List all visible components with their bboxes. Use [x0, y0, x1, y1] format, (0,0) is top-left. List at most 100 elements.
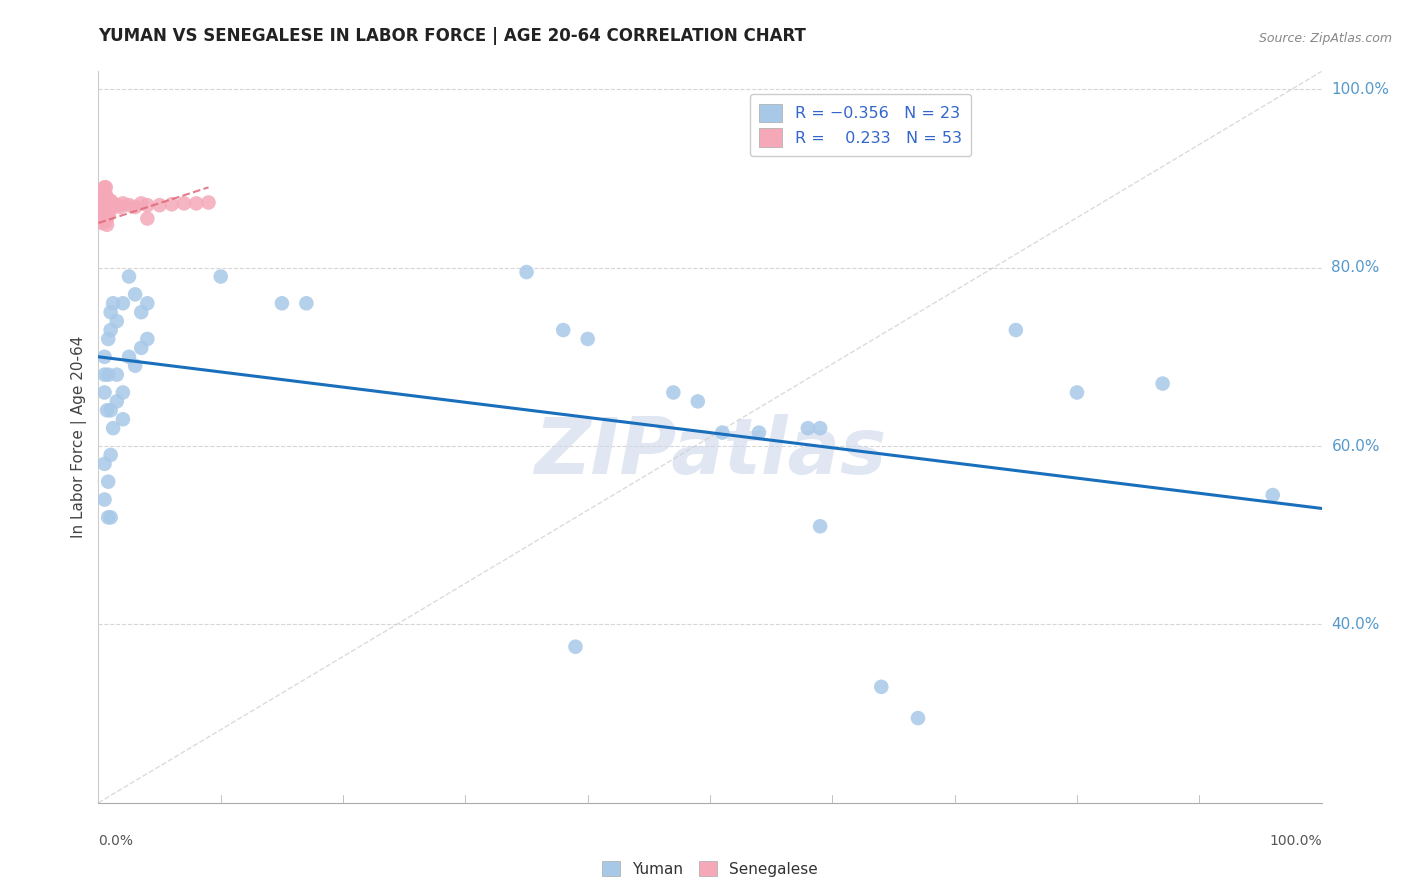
Point [797, 421, 820, 435]
Text: 40.0%: 40.0% [1331, 617, 1379, 632]
Text: Source: ZipAtlas.com: Source: ZipAtlas.com [1258, 31, 1392, 45]
Point [118, 350, 141, 364]
Point [118, 198, 141, 212]
Point [97, 207, 120, 221]
Point [94, 180, 117, 194]
Point [295, 296, 318, 310]
Y-axis label: In Labor Force | Age 20-64: In Labor Force | Age 20-64 [72, 336, 87, 538]
Point [124, 200, 146, 214]
Point [160, 197, 183, 211]
Point [91, 211, 114, 226]
Point [686, 394, 709, 409]
Point [209, 269, 232, 284]
Point [93, 207, 115, 221]
Point [91, 198, 114, 212]
Point [136, 296, 159, 310]
Point [101, 296, 124, 310]
Point [110, 200, 132, 214]
Point [97, 194, 120, 208]
Point [186, 196, 208, 211]
Point [91, 207, 114, 221]
Point [91, 216, 114, 230]
Point [105, 368, 128, 382]
Text: 0.0%: 0.0% [98, 834, 134, 848]
Point [136, 211, 159, 226]
Point [93, 211, 115, 226]
Point [93, 187, 115, 202]
Point [197, 195, 219, 210]
Point [149, 198, 172, 212]
Point [97, 332, 120, 346]
Point [91, 189, 114, 203]
Point [173, 196, 195, 211]
Point [870, 680, 893, 694]
Point [91, 210, 114, 224]
Point [93, 180, 115, 194]
Point [1152, 376, 1174, 391]
Point [96, 204, 118, 219]
Point [97, 475, 120, 489]
Point [91, 214, 114, 228]
Point [101, 421, 124, 435]
Point [100, 448, 122, 462]
Point [98, 198, 121, 212]
Point [105, 394, 128, 409]
Point [97, 368, 120, 382]
Legend: Yuman, Senegalese: Yuman, Senegalese [596, 855, 824, 883]
Point [1066, 385, 1088, 400]
Point [136, 198, 159, 212]
Point [94, 214, 117, 228]
Point [124, 287, 146, 301]
Point [96, 198, 118, 212]
Point [1261, 488, 1284, 502]
Point [105, 198, 128, 212]
Point [129, 305, 152, 319]
Point [100, 510, 122, 524]
Point [101, 196, 124, 211]
Point [111, 385, 134, 400]
Point [111, 196, 134, 211]
Point [100, 305, 122, 319]
Point [100, 201, 122, 215]
Point [91, 200, 114, 214]
Point [94, 187, 117, 202]
Point [136, 332, 159, 346]
Point [94, 200, 117, 214]
Point [91, 185, 114, 199]
Point [96, 403, 118, 417]
Point [96, 191, 118, 205]
Point [907, 711, 929, 725]
Point [93, 457, 115, 471]
Point [118, 269, 141, 284]
Point [96, 218, 118, 232]
Text: 100.0%: 100.0% [1331, 82, 1389, 96]
Point [93, 198, 115, 212]
Point [91, 191, 114, 205]
Text: 80.0%: 80.0% [1331, 260, 1379, 275]
Point [1004, 323, 1026, 337]
Point [515, 265, 537, 279]
Point [94, 207, 117, 221]
Point [270, 296, 294, 310]
Point [91, 202, 114, 217]
Point [129, 341, 152, 355]
Point [91, 205, 114, 219]
Point [91, 195, 114, 210]
Point [94, 194, 117, 208]
Point [111, 412, 134, 426]
Point [93, 385, 115, 400]
Point [711, 425, 734, 440]
Point [576, 332, 599, 346]
Point [100, 403, 122, 417]
Point [93, 492, 115, 507]
Point [105, 314, 128, 328]
Point [100, 323, 122, 337]
Point [97, 510, 120, 524]
Point [93, 368, 115, 382]
Point [808, 519, 831, 533]
Point [97, 200, 120, 214]
Point [91, 194, 114, 208]
Text: 60.0%: 60.0% [1331, 439, 1379, 453]
Point [808, 421, 831, 435]
Text: YUMAN VS SENEGALESE IN LABOR FORCE | AGE 20-64 CORRELATION CHART: YUMAN VS SENEGALESE IN LABOR FORCE | AGE… [98, 27, 806, 45]
